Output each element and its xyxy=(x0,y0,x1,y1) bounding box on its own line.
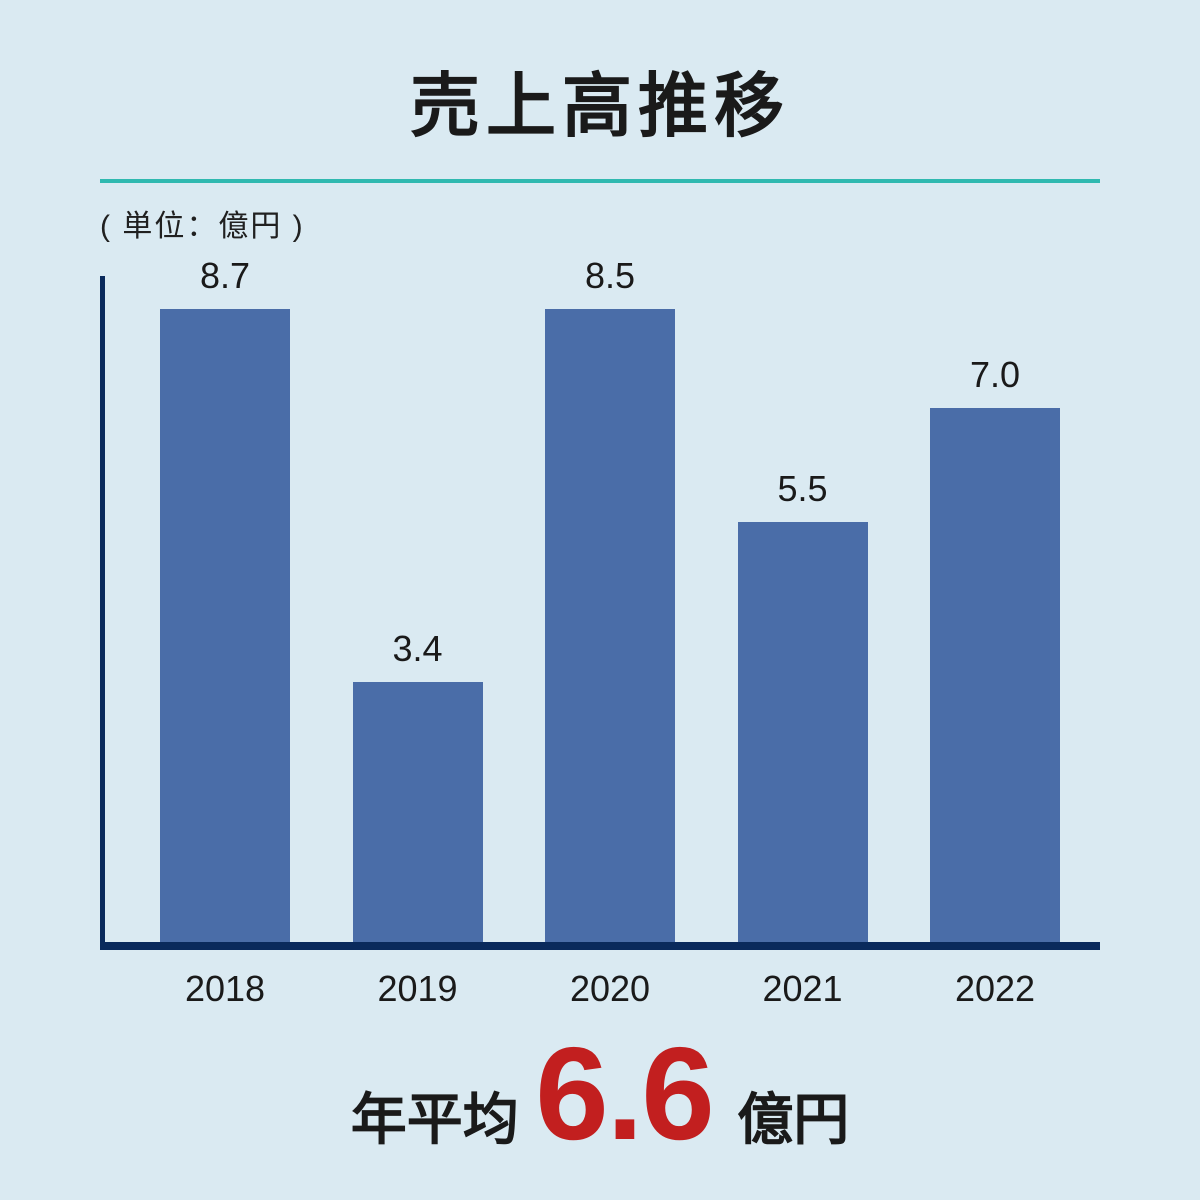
x-category-label: 2021 xyxy=(738,968,868,1010)
bar-group: 3.4 xyxy=(353,255,483,942)
bar-value-label: 7.0 xyxy=(970,354,1020,396)
summary-value: 6.6 xyxy=(535,1020,713,1167)
bar xyxy=(545,309,675,942)
chart-card: 売上高推移 ( 単位：億円 ) 8.7 3.4 8.5 5.5 7.0 2018 2019… xyxy=(0,0,1200,1200)
summary-line: 年平均 6.6 億円 xyxy=(100,1028,1100,1160)
bar-group: 8.7 xyxy=(160,255,290,942)
x-category-label: 2019 xyxy=(353,968,483,1010)
title-divider xyxy=(100,179,1100,183)
bar-group: 7.0 xyxy=(930,255,1060,942)
bar xyxy=(738,522,868,942)
summary-prefix: 年平均 xyxy=(351,1088,519,1151)
plot-area: 8.7 3.4 8.5 5.5 7.0 xyxy=(100,255,1100,950)
bar-group: 5.5 xyxy=(738,255,868,942)
bar xyxy=(353,682,483,942)
bar xyxy=(930,408,1060,942)
bar xyxy=(160,309,290,942)
summary-suffix: 億円 xyxy=(737,1088,849,1151)
chart-title: 売上高推移 xyxy=(100,50,1100,151)
unit-label: ( 単位：億円 ) xyxy=(100,201,1100,245)
bar-value-label: 5.5 xyxy=(777,468,827,510)
x-labels: 2018 2019 2020 2021 2022 xyxy=(100,950,1100,1010)
bar-value-label: 3.4 xyxy=(392,628,442,670)
bar-group: 8.5 xyxy=(545,255,675,942)
x-category-label: 2020 xyxy=(545,968,675,1010)
chart-area: 8.7 3.4 8.5 5.5 7.0 2018 2019 2020 2021 2022 xyxy=(100,255,1100,1010)
bars-container: 8.7 3.4 8.5 5.5 7.0 xyxy=(100,255,1100,942)
x-axis xyxy=(100,942,1100,950)
x-category-label: 2022 xyxy=(930,968,1060,1010)
bar-value-label: 8.7 xyxy=(200,255,250,297)
x-category-label: 2018 xyxy=(160,968,290,1010)
bar-value-label: 8.5 xyxy=(585,255,635,297)
